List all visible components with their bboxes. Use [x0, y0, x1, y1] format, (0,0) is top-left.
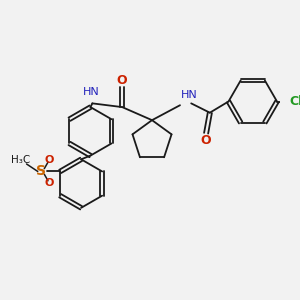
Text: S: S [37, 164, 46, 178]
Text: H₃C: H₃C [11, 155, 31, 165]
Text: O: O [44, 155, 54, 165]
Text: HN: HN [181, 90, 198, 100]
Text: O: O [44, 178, 54, 188]
Text: O: O [117, 74, 128, 86]
Text: Cl: Cl [289, 95, 300, 108]
Text: HN: HN [83, 87, 100, 97]
Text: O: O [201, 134, 212, 147]
